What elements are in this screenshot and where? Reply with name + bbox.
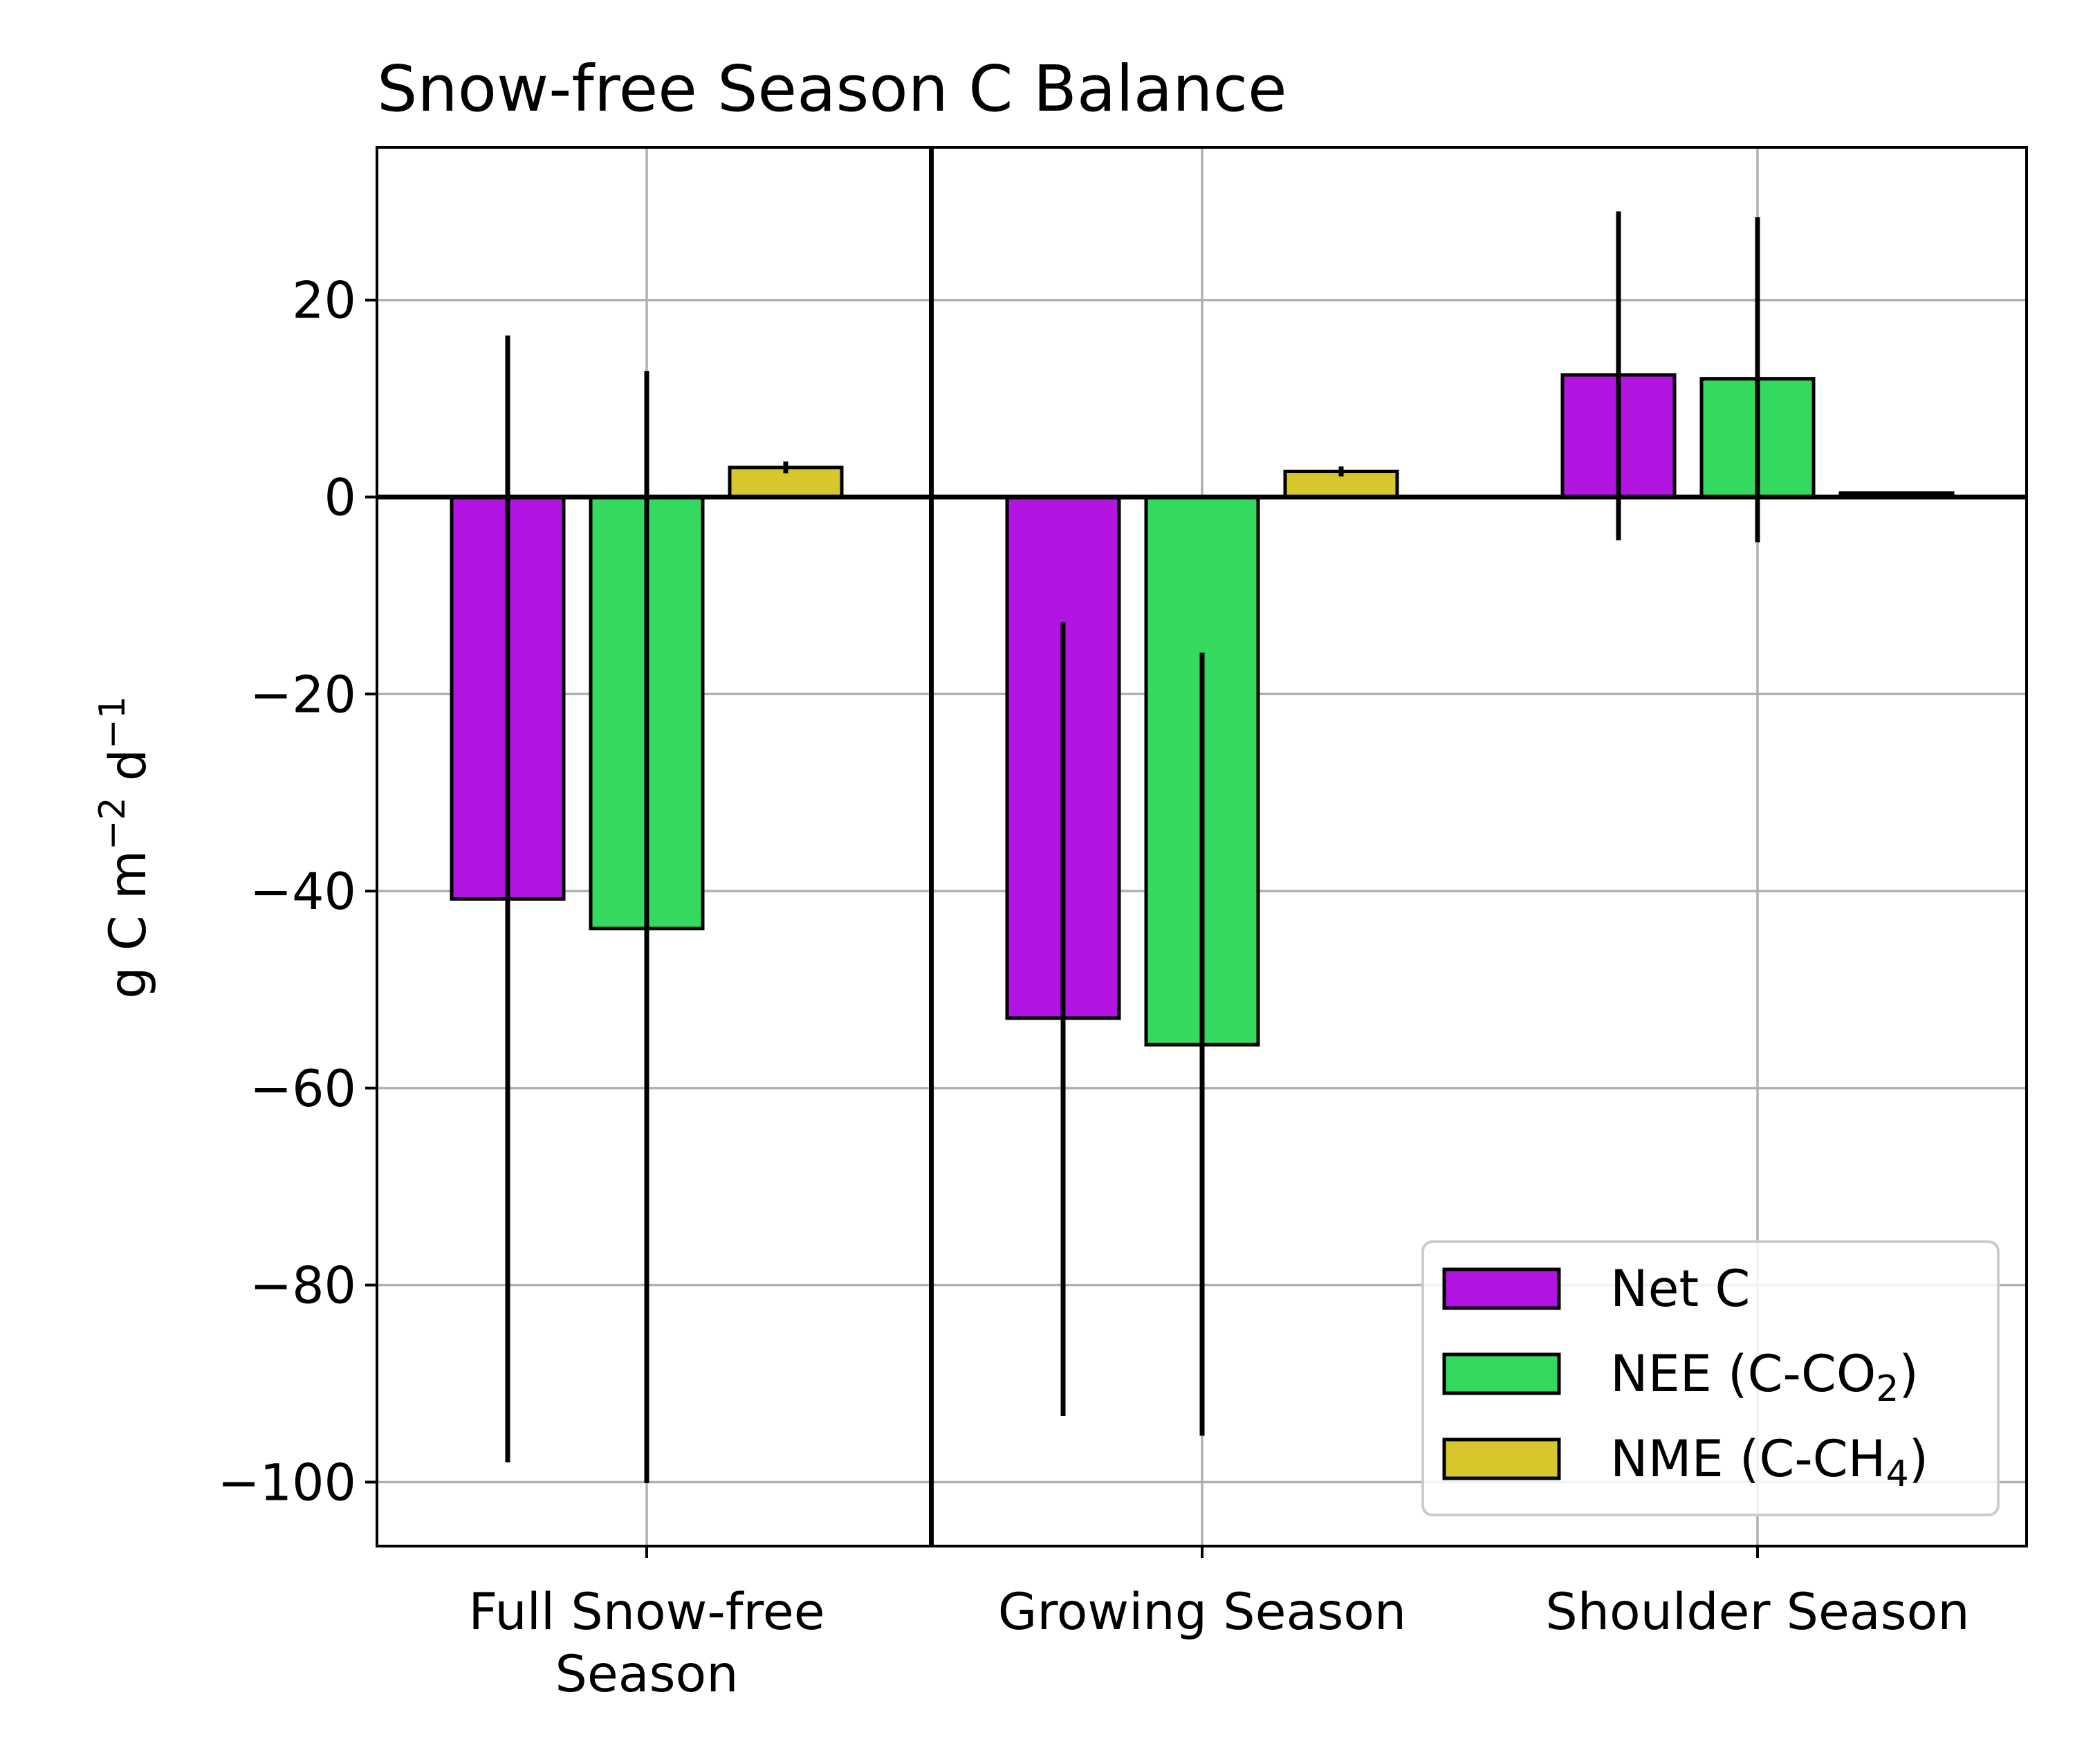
legend-label: NME (C-CH4): [1610, 1430, 1928, 1495]
x-tick-label: Shoulder Season: [1545, 1583, 1969, 1642]
y-tick-label: −80: [250, 1257, 356, 1316]
x-tick-label: Growing Season: [998, 1583, 1406, 1642]
y-tick-label: −100: [217, 1453, 356, 1512]
y-tick-label: 0: [324, 469, 356, 528]
legend-label: Net C: [1610, 1260, 1750, 1319]
legend-swatch: [1442, 1352, 1561, 1395]
chart-title: Snow-free Season C Balance: [377, 52, 1287, 126]
legend-label: NEE (C-CO2): [1610, 1345, 1919, 1410]
legend-box: [1421, 1240, 2000, 1516]
y-tick-label: 20: [292, 272, 356, 331]
y-tick-label: −40: [250, 863, 356, 921]
y-tick-label: −60: [250, 1060, 356, 1119]
x-tick-label: Season: [555, 1645, 739, 1704]
y-axis-label: g C m−2 d−1: [92, 696, 158, 999]
y-tick-label: −20: [250, 665, 356, 724]
legend-swatch: [1442, 1267, 1561, 1310]
x-tick-label: Full Snow-free: [468, 1583, 824, 1642]
legend-swatch: [1442, 1437, 1561, 1480]
legend: Net C NEE (C-CO2) NME (C-CH4): [1421, 1240, 2000, 1516]
